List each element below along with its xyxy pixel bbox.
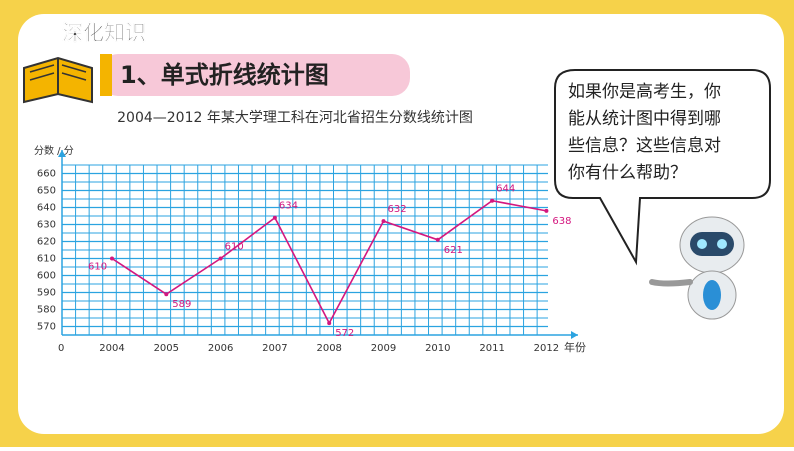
bubble-line: 你有什么帮助？ (568, 163, 687, 183)
chart-title: 2004—2012 年某大学理工科在河北省招生分数线统计图 (117, 110, 473, 126)
bubble-line: 如果你是高考生，你 (568, 82, 721, 102)
x-tick-label: 2011 (479, 343, 504, 354)
speech-bubble (554, 69, 771, 266)
y-tick-label: 580 (37, 305, 56, 316)
data-label: 634 (279, 201, 298, 212)
y-axis-arrow (58, 150, 66, 157)
data-label: 572 (335, 328, 354, 339)
y-tick-label: 630 (37, 220, 56, 231)
point (272, 215, 277, 220)
title-marker (100, 54, 112, 96)
y-tick-label: 620 (37, 237, 56, 248)
data-label: 610 (88, 262, 107, 273)
x-tick-label: 2004 (99, 343, 124, 354)
title-banner (100, 54, 410, 96)
robot (649, 216, 745, 320)
point (164, 292, 169, 297)
x-tick-label: 2009 (371, 343, 396, 354)
data-label: 632 (388, 204, 407, 215)
bubble-line: 能从统计图中得到哪 (568, 109, 721, 129)
x-axis-label: 年份 (564, 340, 586, 354)
y-tick-label: 660 (37, 169, 56, 180)
x-tick-label: 2005 (154, 343, 179, 354)
y-tick-label: 590 (37, 288, 56, 299)
book-icon (23, 56, 93, 104)
data-label: 589 (172, 299, 191, 310)
y-tick-label: 640 (37, 203, 56, 214)
bubble-line: 些信息？这些信息对 (568, 136, 721, 156)
point (218, 256, 223, 261)
y-tick-label: 610 (37, 254, 56, 265)
x-tick-label: 2006 (208, 343, 233, 354)
x-tick-label: 2010 (425, 343, 450, 354)
x-axis-arrow (571, 331, 578, 339)
point (327, 321, 332, 326)
chart: 2004—2012 年某大学理工科在河北省招生分数线统计图 分数 / 分 0 5… (34, 110, 586, 354)
point (435, 237, 440, 242)
data-label: 621 (444, 245, 463, 256)
y-axis-label: 分数 / 分 (34, 144, 74, 157)
y-tick-label: 650 (37, 186, 56, 197)
point (110, 256, 114, 261)
x-tick-label: 2012 (534, 343, 559, 354)
x-tick-label: 2007 (262, 343, 287, 354)
x-tick-label: 2008 (316, 343, 341, 354)
point (381, 219, 386, 224)
data-label: 610 (225, 242, 244, 253)
section-tab (58, 18, 170, 48)
data-label: 638 (552, 216, 571, 227)
y-tick-label: 570 (37, 322, 56, 333)
point (544, 208, 549, 213)
y-tick-label: 600 (37, 271, 56, 282)
origin-label: 0 (58, 343, 64, 354)
point (490, 198, 495, 203)
data-label: 644 (496, 184, 515, 195)
section-title: 深化知识 (62, 21, 146, 45)
slide-title: 1、单式折线统计图 (120, 61, 329, 89)
